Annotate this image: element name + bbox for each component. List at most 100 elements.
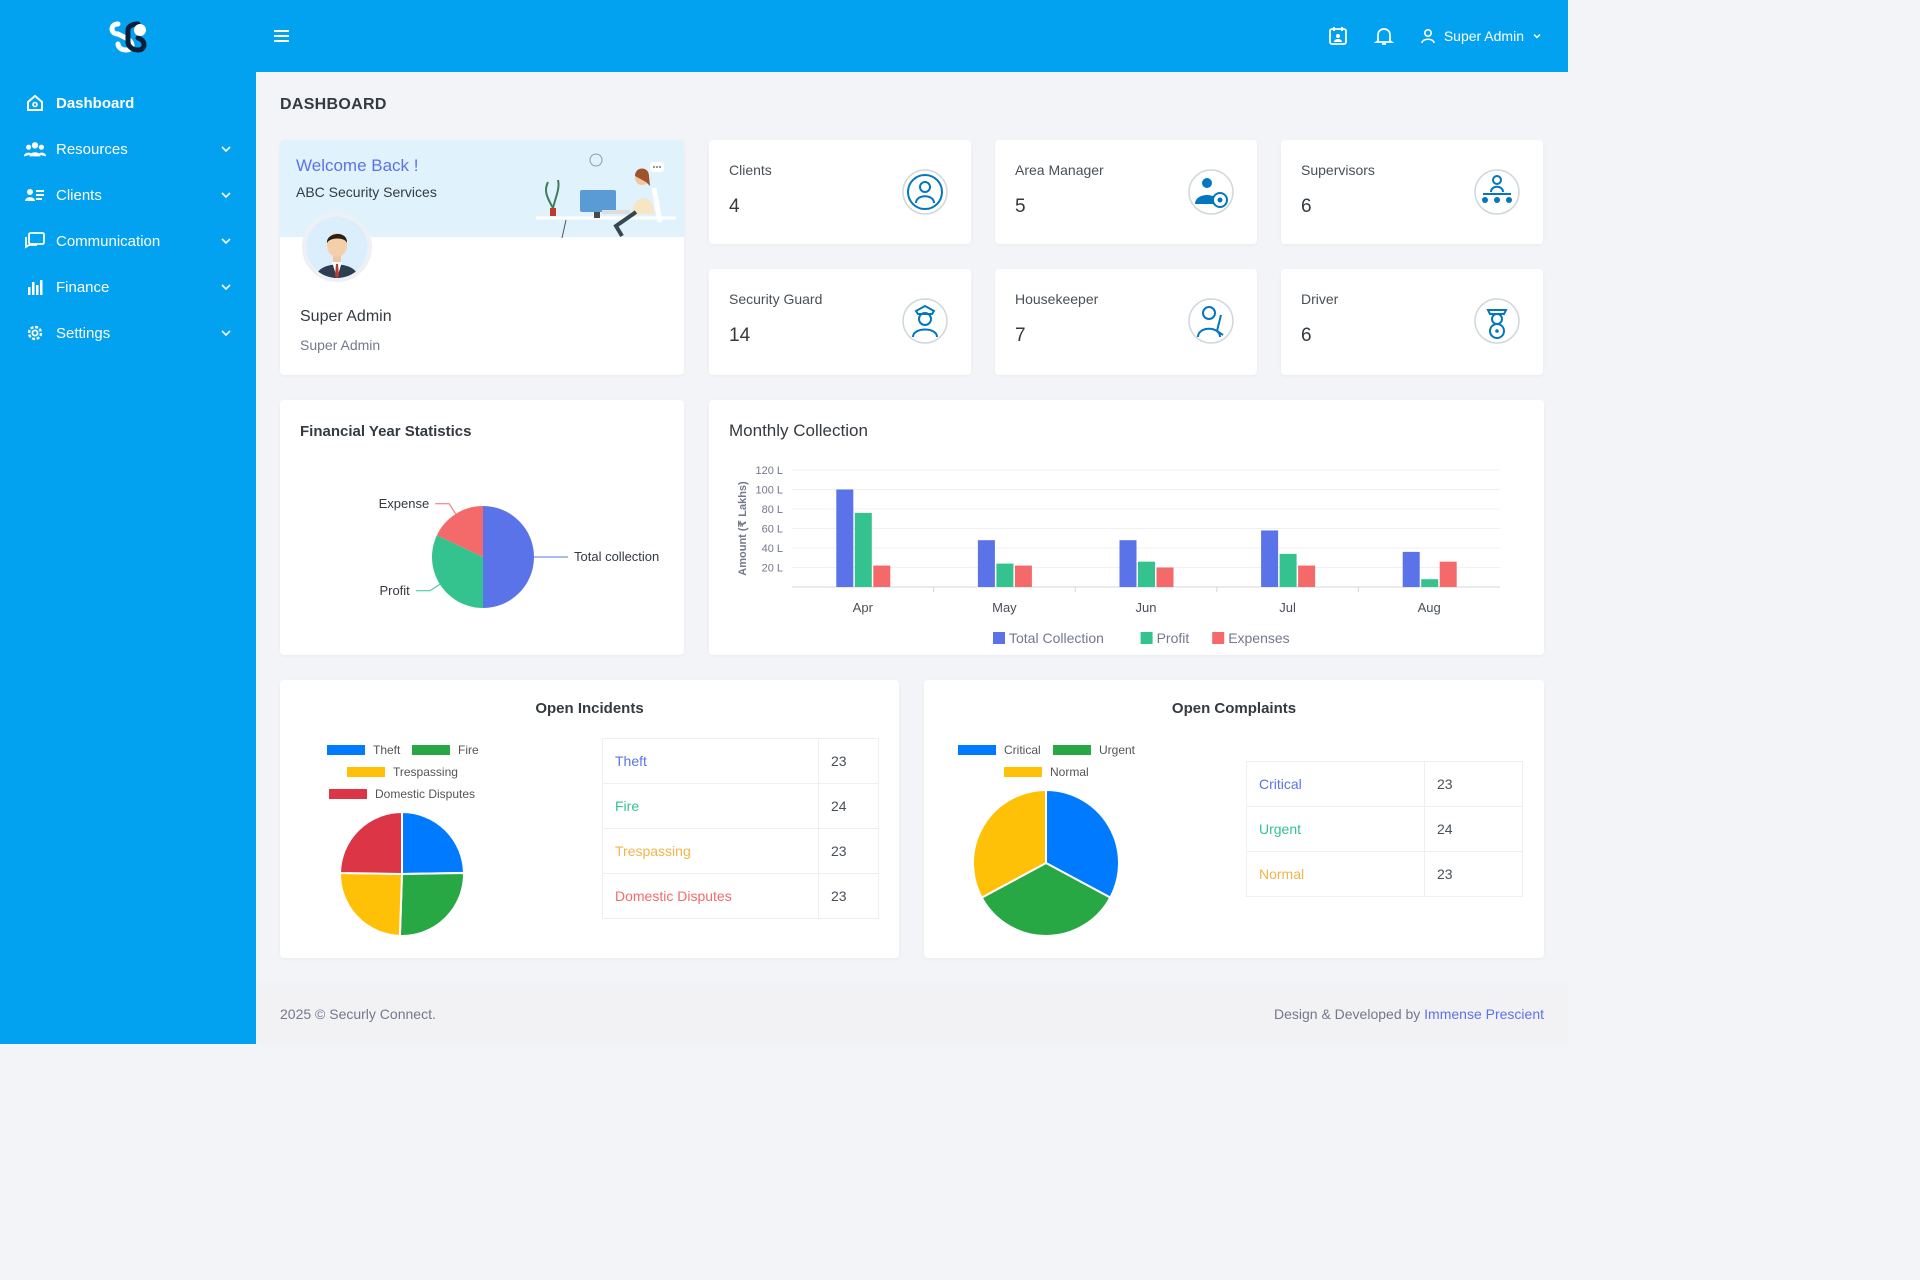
user-name: Super Admin: [1443, 28, 1524, 44]
office-illustration: [536, 153, 676, 239]
legend-swatch-total-collection: [993, 632, 1005, 644]
legend-label-trespassing: Trespassing: [393, 765, 458, 779]
sidebar-item-label: Settings: [56, 324, 111, 342]
incident-count: 23: [818, 738, 879, 784]
bar-profit-may: [996, 563, 1014, 587]
pie-label-expense: Expense: [379, 496, 430, 511]
sidebar-item-clients[interactable]: Clients: [0, 172, 256, 218]
stat-card-clients[interactable]: Clients 4: [709, 140, 971, 244]
table-row[interactable]: Fire 24: [602, 783, 879, 829]
legend-swatch-normal: [1004, 767, 1042, 777]
pie-label-total-collection: Total collection: [574, 549, 659, 564]
stat-value: 7: [1015, 325, 1026, 346]
housekeeper-icon: [1188, 298, 1234, 344]
leader-line: [435, 503, 457, 515]
area-manager-icon: [1188, 169, 1234, 215]
sidebar-item-dashboard[interactable]: Dashboard: [0, 80, 256, 126]
legend-label-expenses: Expenses: [1228, 630, 1289, 646]
stat-value: 4: [729, 196, 740, 217]
y-tick-label: 120 L: [755, 465, 783, 477]
client-icon: [902, 169, 948, 215]
supervisor-icon: [1474, 169, 1520, 215]
y-tick-label: 80 L: [762, 504, 783, 516]
table-row[interactable]: Normal 23: [1246, 851, 1523, 897]
credit-link[interactable]: Immense Prescient: [1424, 1005, 1544, 1022]
stat-card-supervisors[interactable]: Supervisors 6: [1281, 140, 1543, 244]
legend-swatch-urgent: [1053, 745, 1091, 755]
gear-icon: [24, 322, 46, 344]
stat-card-security-guard[interactable]: Security Guard 14: [709, 269, 971, 375]
pie-slice-trespassing: [339, 871, 404, 937]
bar-expenses-jul: [1298, 565, 1316, 587]
legend-swatch-theft: [327, 745, 365, 755]
legend-label-domestic-disputes: Domestic Disputes: [375, 787, 475, 801]
bar-profit-apr: [854, 512, 872, 587]
address-card-icon: [24, 184, 46, 206]
stat-label: Clients: [729, 162, 772, 178]
chevron-down-icon: [221, 192, 231, 199]
y-tick-label: 40 L: [762, 543, 783, 555]
user-role: Super Admin: [300, 337, 381, 353]
stat-label: Housekeeper: [1015, 291, 1099, 307]
y-tick-label: 60 L: [762, 524, 783, 536]
financial-pie-chart: Total collection Profit Expense: [379, 496, 659, 608]
chevron-down-icon: [1533, 33, 1541, 39]
legend-swatch-critical: [958, 745, 996, 755]
sidebar-item-settings[interactable]: Settings: [0, 310, 256, 356]
sidebar-item-communication[interactable]: Communication: [0, 218, 256, 264]
complaint-type: Critical: [1246, 761, 1425, 807]
users-icon: [24, 138, 46, 160]
stat-card-area-manager[interactable]: Area Manager 5: [995, 140, 1257, 244]
chevron-down-icon: [221, 330, 231, 337]
stat-label: Security Guard: [729, 291, 823, 307]
welcome-card: Welcome Back ! ABC Security Services: [280, 140, 684, 375]
legend-swatch-domestic-disputes: [329, 789, 367, 799]
card-title: Monthly Collection: [729, 421, 868, 440]
card-title: Open Incidents: [535, 700, 644, 717]
menu-icon[interactable]: [274, 29, 290, 43]
avatar: [302, 212, 372, 282]
user-menu[interactable]: Super Admin: [1420, 28, 1542, 44]
open-complaints-card: Open Complaints Critical Urgent Normal Cri…: [924, 680, 1544, 958]
sidebar-item-label: Dashboard: [56, 94, 135, 112]
complaints-pie-chart: Critical Urgent Normal: [958, 743, 1136, 937]
logo-icon: [109, 21, 147, 53]
sidebar-item-resources[interactable]: Resources: [0, 126, 256, 172]
stat-card-driver[interactable]: Driver 6: [1281, 269, 1543, 375]
page-title: DASHBOARD: [280, 96, 387, 113]
sidebar-item-label: Communication: [56, 232, 161, 250]
sidebar-item-finance[interactable]: Finance: [0, 264, 256, 310]
incident-type: Domestic Disputes: [602, 873, 819, 919]
table-row[interactable]: Domestic Disputes 23: [602, 873, 879, 919]
bar-total-collection-jun: [1119, 540, 1137, 587]
legend-label-urgent: Urgent: [1099, 743, 1136, 757]
legend-label-normal: Normal: [1050, 765, 1089, 779]
bar-total-collection-apr: [836, 489, 854, 587]
bell-icon[interactable]: [1373, 26, 1394, 46]
app-logo[interactable]: [0, 0, 256, 72]
calendar-icon[interactable]: [1328, 26, 1348, 46]
sidebar-item-label: Finance: [56, 278, 110, 296]
stat-card-housekeeper[interactable]: Housekeeper 7: [995, 269, 1257, 375]
complaint-count: 23: [1424, 761, 1523, 807]
stat-label: Driver: [1301, 291, 1339, 307]
legend-label-critical: Critical: [1004, 743, 1041, 757]
incident-count: 23: [818, 828, 879, 874]
company-name: ABC Security Services: [296, 184, 437, 200]
legend-swatch-expenses: [1212, 632, 1225, 644]
monthly-bar-chart: 20 L 40 L 60 L 80 L 100 L 120 L Amount (₹ Lakh…: [737, 465, 1500, 646]
x-tick-label: Aug: [1418, 600, 1441, 615]
bar-expenses-jun: [1156, 567, 1174, 587]
complaint-type: Urgent: [1246, 806, 1425, 852]
bar-total-collection-aug: [1402, 551, 1420, 587]
table-row[interactable]: Theft 23: [602, 738, 879, 784]
pie-slice-profit: [432, 535, 483, 608]
table-row[interactable]: Critical 23: [1246, 761, 1523, 807]
leader-line: [415, 583, 441, 592]
table-row[interactable]: Urgent 24: [1246, 806, 1523, 852]
x-tick-label: May: [992, 600, 1017, 615]
table-row[interactable]: Trespassing 23: [602, 828, 879, 874]
pie-label-profit: Profit: [379, 583, 410, 598]
bar-profit-jul: [1279, 553, 1297, 587]
